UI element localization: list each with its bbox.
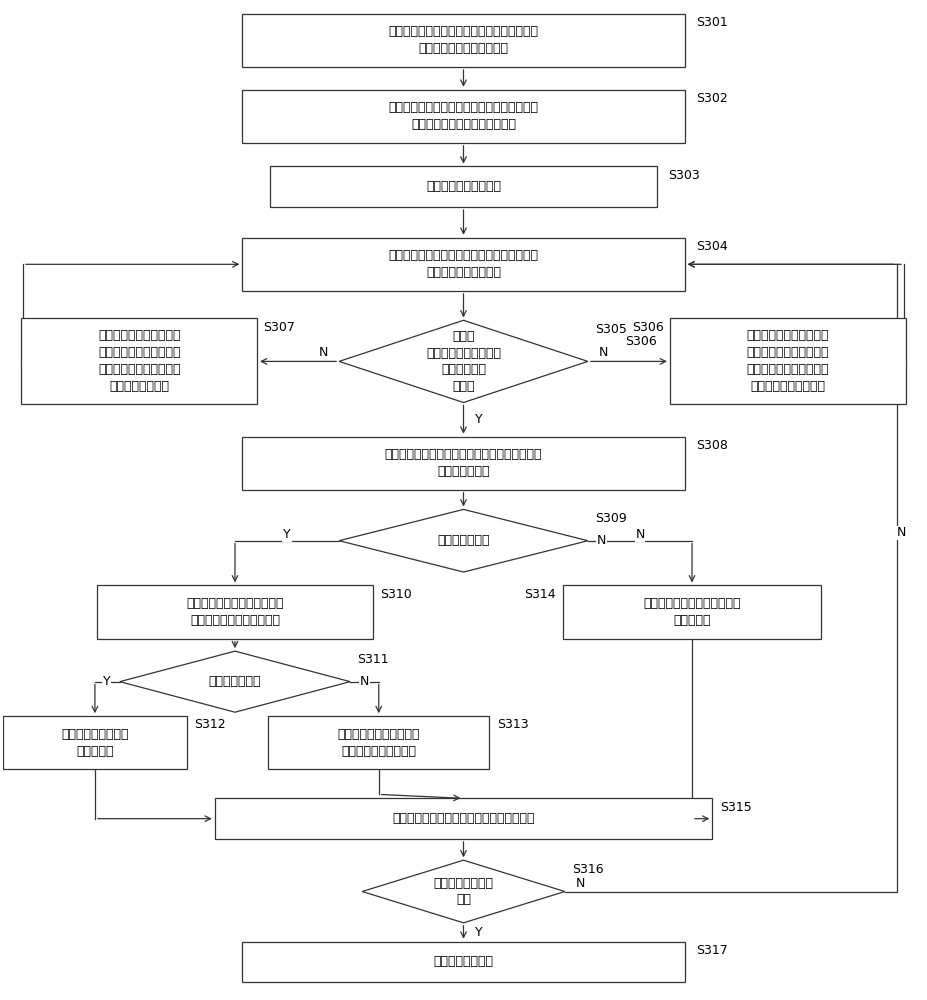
Text: N: N — [360, 675, 369, 688]
Text: Y: Y — [103, 675, 110, 688]
Text: S307: S307 — [262, 321, 295, 334]
Text: S311: S311 — [358, 653, 389, 666]
Bar — [268, 716, 489, 769]
Text: 计算后滑区与发生塑形变形的
中性区各段的单位轧制压力: 计算后滑区与发生塑形变形的 中性区各段的单位轧制压力 — [186, 597, 284, 627]
Text: S302: S302 — [695, 92, 728, 105]
Text: 该段满足屈服准则但不在
轧辊轮廓曲线最低点，则
对整个轧辊在垂直轴方向
整体向上移动一定距离: 该段满足屈服准则但不在 轧辊轮廓曲线最低点，则 对整个轧辊在垂直轴方向 整体向上… — [746, 329, 829, 393]
Text: Y: Y — [475, 926, 482, 939]
Text: Y: Y — [284, 528, 291, 541]
Text: 该段在轧辊轮廓曲线最低
点但不满足屈服准则，则
通过二分法确定轧件出口
位置的水平坐标值: 该段在轧辊轮廓曲线最低 点但不满足屈服准则，则 通过二分法确定轧件出口 位置的水… — [98, 329, 181, 393]
Text: S306: S306 — [625, 335, 656, 348]
Text: N: N — [319, 346, 328, 359]
Text: 根据单位轧制压力分布计算出轧辊弹性压扁量
，并建立变形轧辊轮廓曲线模型: 根据单位轧制压力分布计算出轧辊弹性压扁量 ，并建立变形轧辊轮廓曲线模型 — [388, 101, 539, 131]
Text: S312: S312 — [195, 718, 226, 731]
Text: S313: S313 — [497, 718, 528, 731]
Text: S316: S316 — [572, 863, 603, 876]
Bar — [242, 238, 685, 291]
Bar — [242, 14, 685, 67]
Bar — [270, 166, 657, 207]
Text: S304: S304 — [695, 240, 728, 253]
Text: 是否存在中性区: 是否存在中性区 — [438, 534, 489, 547]
Bar — [670, 318, 906, 404]
Text: S305: S305 — [595, 323, 628, 336]
Bar — [242, 90, 685, 143]
Text: 从出口位置向入口位置方向计算出口弹性恢复
区各段的单位轧制压力: 从出口位置向入口位置方向计算出口弹性恢复 区各段的单位轧制压力 — [388, 249, 539, 279]
Polygon shape — [120, 651, 350, 712]
Bar — [96, 585, 374, 639]
Text: 设定一个轧件出口位置: 设定一个轧件出口位置 — [426, 180, 501, 193]
Text: S317: S317 — [695, 944, 728, 957]
Bar — [3, 716, 187, 769]
Text: 是否存在前滑区: 是否存在前滑区 — [209, 675, 261, 688]
Bar — [242, 942, 685, 982]
Bar — [242, 437, 685, 490]
Text: N: N — [896, 526, 906, 539]
Text: 由单位轧制压力分布计算新的轧辊轮廓曲线: 由单位轧制压力分布计算新的轧辊轮廓曲线 — [392, 812, 535, 825]
Polygon shape — [339, 509, 588, 572]
Text: 从入口位置向出口位置方向计算弹性变形区各段
的单位轧制压力: 从入口位置向出口位置方向计算弹性变形区各段 的单位轧制压力 — [385, 448, 542, 478]
Text: 计算发生弹性变形的中性
区各段的单位轧制压力: 计算发生弹性变形的中性 区各段的单位轧制压力 — [337, 728, 420, 758]
Text: S308: S308 — [695, 439, 728, 452]
Text: Y: Y — [475, 413, 482, 426]
Text: S310: S310 — [381, 588, 413, 601]
Bar — [21, 318, 257, 404]
Text: S315: S315 — [719, 801, 752, 814]
Text: N: N — [576, 877, 585, 890]
Bar — [563, 585, 821, 639]
Text: 计算出总轧制压力: 计算出总轧制压力 — [434, 955, 493, 968]
Text: 轧辊轮廓曲线是否
收敛: 轧辊轮廓曲线是否 收敛 — [434, 877, 493, 906]
Text: S303: S303 — [668, 169, 700, 182]
Text: S306: S306 — [632, 321, 665, 334]
Text: S309: S309 — [595, 512, 627, 525]
Text: 是否为
轧辊轮廓曲线最低段且
满足米塞斯屈
服准则: 是否为 轧辊轮廓曲线最低段且 满足米塞斯屈 服准则 — [426, 330, 501, 393]
Text: 计算后滑区与前滑区的各段单
位轧制压力: 计算后滑区与前滑区的各段单 位轧制压力 — [643, 597, 741, 627]
Text: S314: S314 — [524, 588, 555, 601]
Text: 计算前滑区各段的单
位轧制压力: 计算前滑区各段的单 位轧制压力 — [61, 728, 129, 758]
Text: S301: S301 — [695, 16, 728, 29]
Polygon shape — [362, 860, 565, 923]
Text: N: N — [635, 528, 644, 541]
Bar — [215, 798, 712, 839]
Text: 划区并建立各区域的单位轧制压力、水平应力
以及摩擦应力的表达式模型: 划区并建立各区域的单位轧制压力、水平应力 以及摩擦应力的表达式模型 — [388, 25, 539, 55]
Polygon shape — [339, 320, 588, 403]
Text: N: N — [597, 534, 606, 547]
Text: N: N — [599, 346, 608, 359]
